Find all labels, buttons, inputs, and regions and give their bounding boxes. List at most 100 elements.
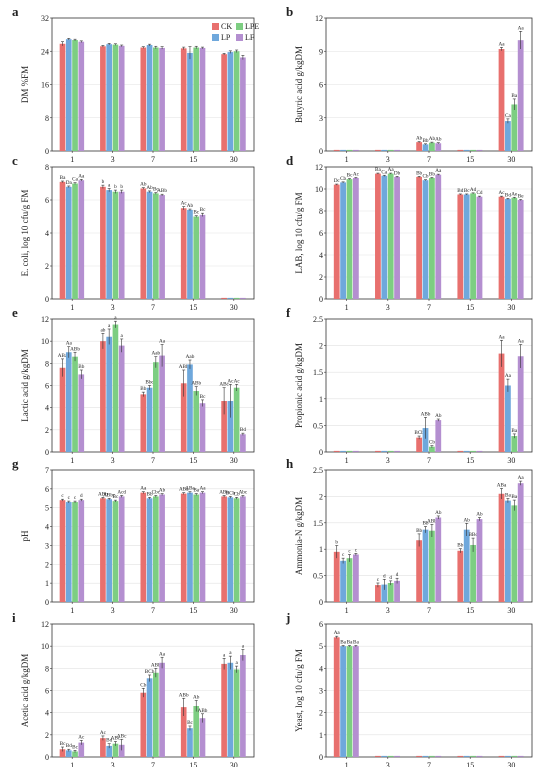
significance-label: Aab [152, 351, 161, 357]
significance-label: Bb [416, 170, 422, 176]
bar-lpe [112, 501, 119, 602]
bar-lp [505, 385, 511, 452]
significance-label: Bb [457, 543, 463, 549]
bar-lp [340, 182, 346, 299]
panel-letter: e [12, 305, 18, 320]
bar-lf [78, 742, 85, 757]
y-tick-label: 1.5 [313, 368, 323, 377]
bar-lpe [193, 47, 200, 151]
bar-lpe [153, 47, 159, 151]
bar-lpe [72, 502, 78, 602]
y-tick-label: 0 [319, 147, 323, 156]
bar-lpe [233, 498, 240, 602]
bar-lp [65, 186, 72, 299]
y-tick-label: 1 [45, 579, 49, 588]
significance-label: Aa [505, 373, 512, 379]
significance-label: b [335, 540, 338, 546]
y-tick-label: 0 [45, 753, 49, 762]
bar-ck [498, 493, 505, 602]
y-tick-label: 0 [45, 147, 49, 156]
bar-lf [199, 718, 206, 757]
bar-lf [118, 45, 125, 151]
y-tick-label: 24 [41, 47, 49, 56]
bar-ck [333, 637, 340, 757]
bar-lf [159, 494, 165, 602]
bar-lpe [153, 362, 159, 452]
bar-lp [146, 191, 153, 299]
bar-lp [381, 584, 388, 602]
chart-panel-f: 0 0.5 1 1.5 2 2.5 Propionic acid g/kgDM f 1 3 7 BCb… [286, 305, 533, 465]
bar-ck [100, 341, 106, 452]
x-tick-label: 15 [189, 761, 197, 767]
significance-label: Abc [239, 489, 248, 495]
significance-label: Ac [234, 378, 241, 384]
bar-ck [180, 383, 187, 452]
bar-ck [221, 54, 227, 151]
y-tick-label: 0 [319, 295, 323, 304]
y-tick-label: 6 [45, 382, 49, 391]
y-tick-label: 9 [319, 47, 323, 56]
significance-label: Ba [193, 488, 199, 494]
bar-lf [118, 744, 125, 757]
significance-label: Ab [159, 488, 166, 494]
bar-lf [118, 191, 125, 299]
significance-label: Bb [416, 528, 422, 534]
bar-ck [59, 500, 66, 602]
significance-label: Bc [200, 394, 206, 400]
y-tick-label: 0 [319, 753, 323, 762]
bar-ck [100, 738, 106, 757]
significance-label: Aa [66, 341, 73, 347]
bar-lp [146, 45, 153, 151]
significance-label: Ba [511, 494, 517, 500]
significance-label: Ab [435, 510, 442, 516]
significance-label: d [396, 572, 399, 578]
bar-ck [59, 749, 66, 757]
bar-lf [240, 434, 246, 452]
bar-ck [140, 47, 147, 151]
y-tick-label: 3 [319, 114, 323, 123]
significance-label: a [235, 660, 238, 666]
x-tick-label: 15 [466, 155, 474, 164]
bar-lf [240, 655, 246, 757]
y-tick-label: 1.5 [313, 519, 323, 528]
x-tick-label: 15 [189, 155, 197, 164]
bar-ck [221, 496, 227, 602]
significance-label: ABb [179, 692, 189, 698]
significance-label: Be [518, 193, 524, 199]
y-tick-label: 8 [45, 664, 49, 673]
bar-ck [498, 353, 505, 452]
y-tick-label: 12 [41, 620, 49, 629]
significance-label: Ac [498, 190, 505, 196]
bar-lf [118, 345, 125, 452]
significance-label: b [114, 184, 117, 190]
bar-ck [180, 48, 187, 152]
panel-letter: f [286, 305, 291, 320]
y-tick-label: 4 [45, 523, 49, 532]
y-tick-label: 5 [45, 504, 49, 513]
y-tick-label: 2 [319, 492, 323, 501]
y-tick-label: 16 [41, 81, 49, 90]
significance-label: BCb [226, 490, 236, 496]
significance-label: Cb [340, 176, 346, 182]
x-tick-label: 15 [466, 456, 474, 465]
bar-lp [422, 180, 429, 299]
y-tick-label: 0.5 [313, 421, 323, 430]
significance-label: ABb [219, 489, 229, 495]
significance-label: Ac [181, 201, 188, 207]
panel-letter: a [12, 4, 19, 19]
bar-lpe [72, 356, 78, 452]
x-tick-label: 15 [189, 456, 197, 465]
bar-lpe [233, 51, 240, 151]
bar-lf [394, 580, 400, 602]
y-tick-label: 0.5 [313, 572, 323, 581]
x-tick-label: 7 [427, 606, 431, 615]
bar-lp [65, 750, 72, 757]
significance-label: ABc [111, 735, 121, 741]
significance-label: Aa [159, 338, 166, 344]
bar-lp [106, 44, 112, 152]
significance-label: Ca [381, 169, 387, 175]
significance-label: ABb [421, 411, 431, 417]
